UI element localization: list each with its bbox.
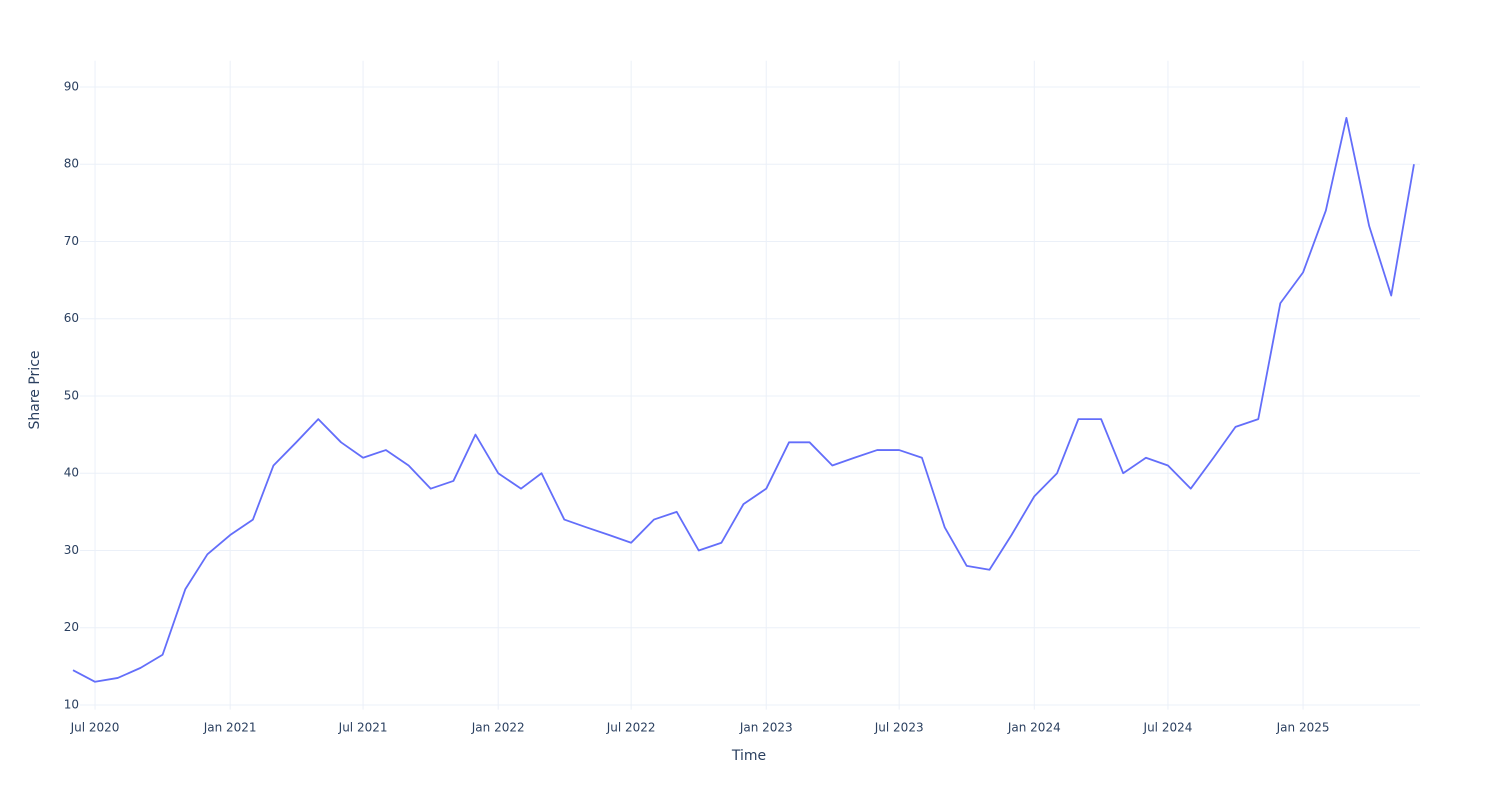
y-tick-label: 80 — [64, 157, 79, 171]
x-tick-label: Jan 2025 — [1276, 721, 1330, 735]
x-tick-label: Jan 2023 — [739, 721, 793, 735]
y-tick-label: 60 — [64, 311, 79, 325]
y-tick-label: 40 — [64, 466, 79, 480]
line — [72, 116, 1415, 683]
y-tick-label: 50 — [64, 388, 79, 402]
x-tick-label: Jan 2024 — [1007, 721, 1061, 735]
x-tick-label: Jul 2021 — [338, 721, 388, 735]
y-tick-label: 70 — [64, 234, 79, 248]
x-tick-label: Jul 2024 — [1143, 721, 1193, 735]
x-tick-label: Jan 2022 — [471, 721, 525, 735]
x-axis-title: Time — [731, 748, 766, 764]
y-tick-label: 20 — [64, 620, 79, 634]
y-tick-label: 90 — [64, 79, 79, 93]
y-tick-label: 10 — [64, 697, 79, 711]
x-tick-label: Jan 2021 — [203, 721, 257, 735]
x-tick-label: Jul 2020 — [70, 721, 120, 735]
y-tick-label: 30 — [64, 543, 79, 557]
x-tick-label: Jul 2023 — [874, 721, 924, 735]
y-axis-title: Share Price — [27, 350, 43, 429]
x-tick-label: Jul 2022 — [606, 721, 656, 735]
